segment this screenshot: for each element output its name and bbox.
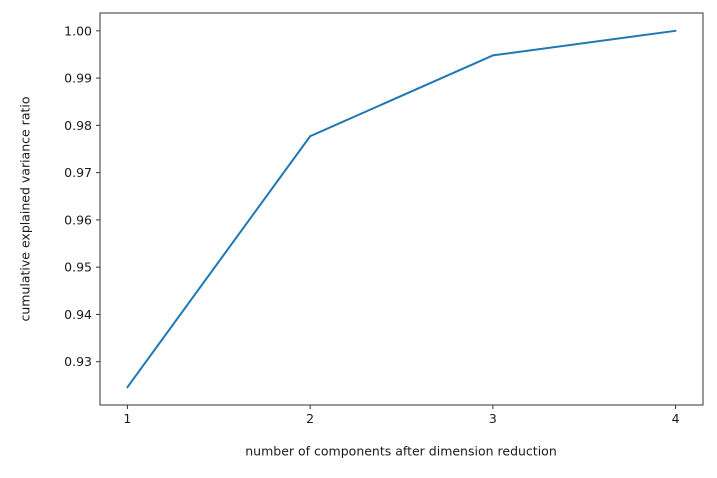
y-tick-label: 0.95 — [64, 260, 92, 275]
x-tick-label: 3 — [489, 411, 497, 426]
y-tick-label: 0.94 — [64, 307, 92, 322]
y-tick-label: 0.93 — [64, 354, 92, 369]
y-tick-label: 0.96 — [64, 212, 92, 227]
x-tick-label: 1 — [123, 411, 131, 426]
y-tick-label: 0.99 — [64, 71, 92, 86]
y-axis-label: cumulative explained variance ratio — [17, 96, 33, 322]
x-axis-label: number of components after dimension red… — [245, 443, 557, 459]
x-tick-label: 4 — [672, 411, 680, 426]
y-tick-label: 0.98 — [64, 118, 92, 133]
y-tick-label: 0.97 — [64, 165, 92, 180]
x-tick-label: 2 — [306, 411, 314, 426]
line-series — [126, 29, 677, 389]
axes-spines — [99, 12, 704, 406]
y-tick-label: 1.00 — [64, 23, 92, 38]
